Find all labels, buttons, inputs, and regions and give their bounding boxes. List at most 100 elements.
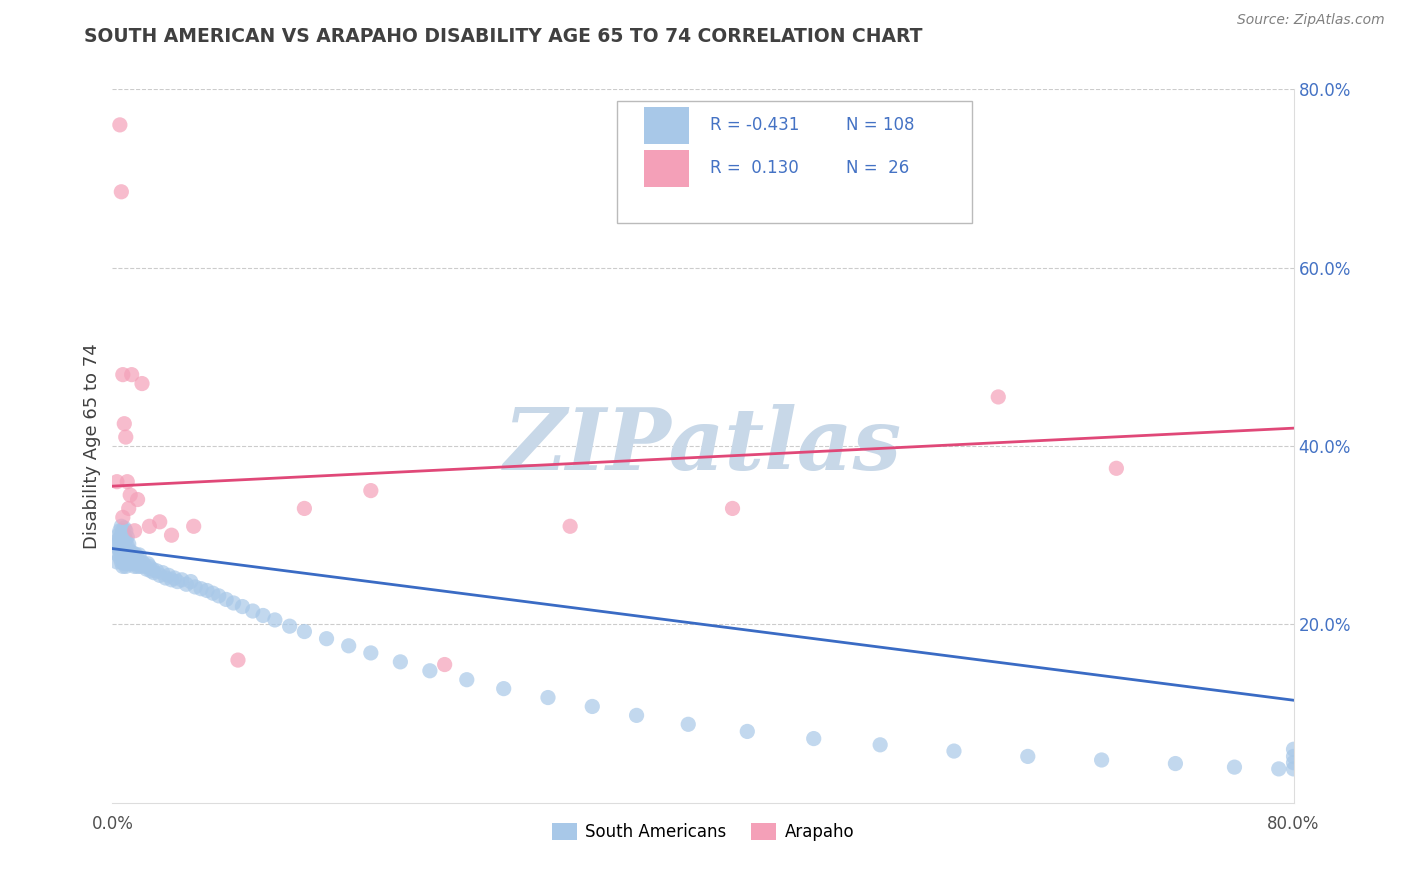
Point <box>110 185 132 199</box>
Point <box>117 475 138 489</box>
Point <box>110 555 132 569</box>
Point <box>108 550 131 565</box>
Point <box>128 557 150 571</box>
Point <box>118 555 141 569</box>
Point <box>360 646 382 660</box>
Point <box>125 557 148 571</box>
Point <box>1282 756 1305 770</box>
Legend: South Americans, Arapaho: South Americans, Arapaho <box>546 816 860 848</box>
Point <box>215 592 238 607</box>
Point <box>114 550 136 565</box>
Point <box>492 681 515 696</box>
Point <box>111 533 134 547</box>
Point <box>107 533 129 547</box>
Point <box>131 555 153 569</box>
Point <box>264 613 287 627</box>
Point <box>1223 760 1246 774</box>
Point <box>118 546 141 560</box>
Point <box>110 537 132 551</box>
Point <box>1105 461 1128 475</box>
Point <box>337 639 360 653</box>
Point <box>112 548 135 562</box>
Point <box>1282 749 1305 764</box>
Point <box>111 559 134 574</box>
Point <box>208 589 231 603</box>
Point <box>180 574 202 589</box>
Point <box>146 564 169 578</box>
Point <box>149 568 172 582</box>
Point <box>111 524 134 538</box>
Point <box>112 539 135 553</box>
Point <box>152 566 174 580</box>
Point <box>869 738 891 752</box>
Point <box>111 550 134 565</box>
Point <box>107 541 129 556</box>
Point <box>315 632 337 646</box>
Point <box>124 524 146 538</box>
Point <box>139 564 162 578</box>
Point <box>120 553 142 567</box>
Point <box>141 562 163 576</box>
Point <box>104 546 127 560</box>
Point <box>114 541 136 556</box>
Point <box>117 548 138 562</box>
Point <box>166 574 188 589</box>
Point <box>419 664 441 678</box>
Point <box>120 488 142 502</box>
Point <box>231 599 253 614</box>
Text: Source: ZipAtlas.com: Source: ZipAtlas.com <box>1237 13 1385 28</box>
Point <box>132 557 155 571</box>
Point <box>942 744 965 758</box>
Point <box>127 492 149 507</box>
Point <box>121 557 143 571</box>
Point <box>433 657 456 672</box>
Point <box>737 724 759 739</box>
Point <box>110 546 132 560</box>
Point <box>135 562 157 576</box>
Text: N =  26: N = 26 <box>846 159 910 177</box>
Point <box>226 653 249 667</box>
Point <box>201 586 224 600</box>
Point <box>163 571 186 585</box>
Point <box>122 555 145 569</box>
Point <box>160 528 183 542</box>
Point <box>114 430 136 444</box>
Point <box>537 690 560 705</box>
Point <box>174 577 197 591</box>
Point <box>721 501 744 516</box>
Point <box>120 544 142 558</box>
Point <box>111 541 134 556</box>
Point <box>1091 753 1114 767</box>
Point <box>118 537 141 551</box>
Point <box>1282 762 1305 776</box>
Point <box>110 519 132 533</box>
Point <box>183 519 205 533</box>
Point <box>121 368 143 382</box>
Point <box>129 559 152 574</box>
Point <box>803 731 825 746</box>
Point <box>105 475 128 489</box>
Point <box>1164 756 1187 771</box>
Y-axis label: Disability Age 65 to 74: Disability Age 65 to 74 <box>83 343 101 549</box>
Text: SOUTH AMERICAN VS ARAPAHO DISABILITY AGE 65 TO 74 CORRELATION CHART: SOUTH AMERICAN VS ARAPAHO DISABILITY AGE… <box>84 27 922 45</box>
Point <box>242 604 264 618</box>
Point <box>128 548 150 562</box>
Point <box>678 717 700 731</box>
Point <box>108 541 131 556</box>
Point <box>138 519 160 533</box>
Point <box>987 390 1010 404</box>
Point <box>222 596 245 610</box>
Point <box>138 559 160 574</box>
Text: R = -0.431: R = -0.431 <box>710 116 800 134</box>
Point <box>117 539 138 553</box>
Point <box>108 533 131 547</box>
Point <box>117 530 138 544</box>
Point <box>121 548 143 562</box>
Point <box>114 559 136 574</box>
Point <box>278 619 301 633</box>
Point <box>112 417 135 431</box>
Point <box>125 548 148 562</box>
FancyBboxPatch shape <box>617 102 973 223</box>
Point <box>114 533 136 547</box>
Point <box>360 483 382 498</box>
